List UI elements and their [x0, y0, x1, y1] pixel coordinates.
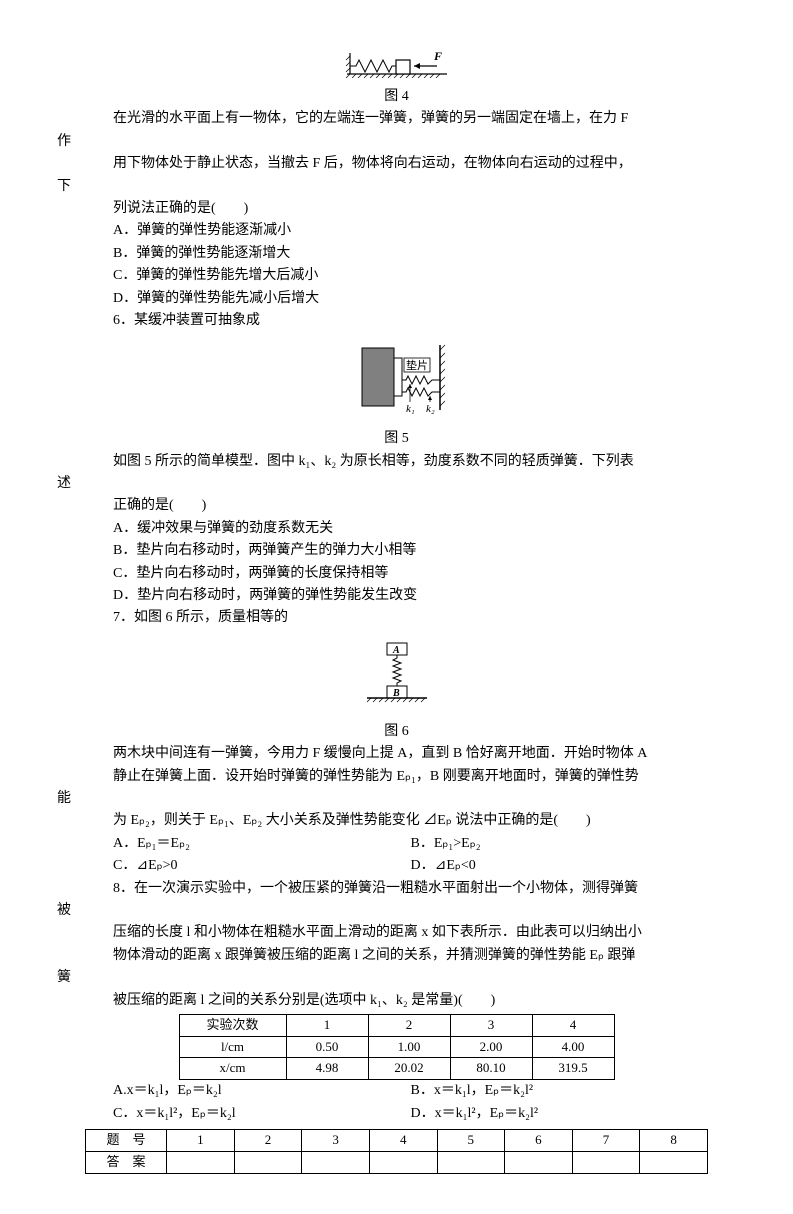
q8-line3: 物体滑动的距离 x 跟弹簧被压缩的距离 l 之间的关系，并猜测弹簧的弹性势能 E… [85, 945, 708, 967]
q8-th-2: 2 [368, 1014, 450, 1036]
ans-h-5: 5 [437, 1130, 505, 1152]
q8-line4: 被压缩的距离 l 之间的关系分别是(选项中 k₁、k₂ 是常量)( ) [85, 990, 708, 1012]
q8-r2-3: 80.10 [450, 1058, 532, 1080]
q8-r2-1: 4.98 [286, 1058, 368, 1080]
ans-r-4 [369, 1151, 437, 1173]
q5-line3: 列说法正确的是( ) [85, 198, 708, 220]
q5-line1: 在光滑的水平面上有一物体，它的左端连一弹簧，弹簧的另一端固定在墙上，在力 F [85, 108, 708, 130]
q6-choice-c: C．垫片向右移动时，两弹簧的长度保持相等 [85, 563, 708, 585]
q7-line3a: 能 [57, 788, 708, 810]
ans-h-1: 1 [167, 1130, 235, 1152]
q8-r1-1: 0.50 [286, 1036, 368, 1058]
q5-line3a: 下 [57, 176, 708, 198]
figure-5-svg: 垫片 k₁ k₂ [342, 340, 452, 420]
q5-choice-b: B．弹簧的弹性势能逐渐增大 [85, 243, 708, 265]
q5-choice-d: D．弹簧的弹性势能先减小后增大 [85, 288, 708, 310]
ans-h-3: 3 [302, 1130, 370, 1152]
q8-r1-4: 4.00 [532, 1036, 614, 1058]
q5-choice-a: A．弹簧的弹性势能逐渐减小 [85, 220, 708, 242]
q7-choice-d: D．⊿Eₚ<0 [411, 855, 709, 877]
q5-choice-c: C．弹簧的弹性势能先增大后减小 [85, 265, 708, 287]
ans-r-1 [167, 1151, 235, 1173]
q6-choice-a: A．缓冲效果与弹簧的劲度系数无关 [85, 518, 708, 540]
q8-r2-0: x/cm [179, 1058, 286, 1080]
q8-r1-3: 2.00 [450, 1036, 532, 1058]
q8-line1: 8．在一次演示实验中，一个被压紧的弹簧沿一粗糙水平面射出一个小物体，测得弹簧 [85, 878, 708, 900]
q8-r2-2: 20.02 [368, 1058, 450, 1080]
q6-line2a: 述 [57, 473, 708, 495]
ans-r-3 [302, 1151, 370, 1173]
ans-r-7 [572, 1151, 640, 1173]
q8-line2: 压缩的长度 l 和小物体在粗糙水平面上滑动的距离 x 如下表所示．由此表可以归纳… [85, 922, 708, 944]
ans-r-label: 答 案 [86, 1151, 167, 1173]
q6-choice-b: B．垫片向右移动时，两弹簧产生的弹力大小相等 [85, 540, 708, 562]
q8-line2a: 被 [57, 900, 708, 922]
ans-h-label: 题 号 [86, 1130, 167, 1152]
q5-line2: 用下物体处于静止状态，当撤去 F 后，物体将向右运动，在物体向右运动的过程中， [85, 153, 708, 175]
q8-th-4: 4 [532, 1014, 614, 1036]
figure-6-caption: 图 6 [85, 721, 708, 743]
q6-line1: 如图 5 所示的简单模型．图中 k₁、k₂ 为原长相等，劲度系数不同的轻质弹簧．… [85, 451, 708, 473]
q8-th-0: 实验次数 [179, 1014, 286, 1036]
svg-text:A: A [392, 645, 400, 656]
figure-5: 垫片 k₁ k₂ [85, 340, 708, 420]
figure-6: A B [85, 638, 708, 713]
ans-r-2 [234, 1151, 302, 1173]
answer-table: 题 号 1 2 3 4 5 6 7 8 答 案 [85, 1129, 708, 1174]
q7-line1: 两木块中间连有一弹簧，今用力 F 缓慢向上提 A，直到 B 恰好离开地面．开始时… [85, 743, 708, 765]
q6-choice-d: D．垫片向右移动时，两弹簧的弹性势能发生改变 [85, 585, 708, 607]
q7-line3: 为 Eₚ₂，则关于 Eₚ₁、Eₚ₂ 大小关系及弹性势能变化 ⊿Eₚ 说法中正确的… [85, 810, 708, 832]
q8-data-table: 实验次数 1 2 3 4 l/cm 0.50 1.00 2.00 4.00 x/… [179, 1014, 615, 1080]
ans-h-6: 6 [505, 1130, 573, 1152]
svg-text:k₁: k₁ [406, 403, 415, 415]
q8-r1-0: l/cm [179, 1036, 286, 1058]
q6-line2: 正确的是( ) [85, 495, 708, 517]
q6-stem: 6．某缓冲装置可抽象成 [85, 310, 708, 332]
ans-h-7: 7 [572, 1130, 640, 1152]
figure-4-caption: 图 4 [85, 86, 708, 108]
figure-5-caption: 图 5 [85, 428, 708, 450]
ans-h-8: 8 [640, 1130, 708, 1152]
q7-choice-a: A．Eₚ₁＝Eₚ₂ [113, 833, 411, 855]
q7-stem: 7．如图 6 所示，质量相等的 [85, 607, 708, 629]
q7-choice-c: C．⊿Eₚ>0 [113, 855, 411, 877]
q8-line4a: 簧 [57, 967, 708, 989]
ans-r-8 [640, 1151, 708, 1173]
q8-choice-a: A.x＝k₁l，Eₚ＝k₂l [113, 1080, 411, 1102]
figure-6-svg: A B [357, 638, 437, 713]
figure-4-svg: F [342, 48, 452, 78]
svg-text:F: F [433, 49, 442, 63]
q8-r1-2: 1.00 [368, 1036, 450, 1058]
svg-text:垫片: 垫片 [406, 358, 428, 372]
q8-th-3: 3 [450, 1014, 532, 1036]
ans-h-2: 2 [234, 1130, 302, 1152]
ans-r-6 [505, 1151, 573, 1173]
q8-th-1: 1 [286, 1014, 368, 1036]
q7-line2: 静止在弹簧上面．设开始时弹簧的弹性势能为 Eₚ₁，B 刚要离开地面时，弹簧的弹性… [85, 766, 708, 788]
ans-r-5 [437, 1151, 505, 1173]
q5-line2a: 作 [57, 131, 708, 153]
svg-text:k₂: k₂ [426, 403, 435, 415]
q8-r2-4: 319.5 [532, 1058, 614, 1080]
q8-choice-b: B．x＝k₁l，Eₚ＝k₂l² [411, 1080, 709, 1102]
figure-4: F [85, 48, 708, 78]
ans-h-4: 4 [369, 1130, 437, 1152]
q7-choice-b: B．Eₚ₁>Eₚ₂ [411, 833, 709, 855]
